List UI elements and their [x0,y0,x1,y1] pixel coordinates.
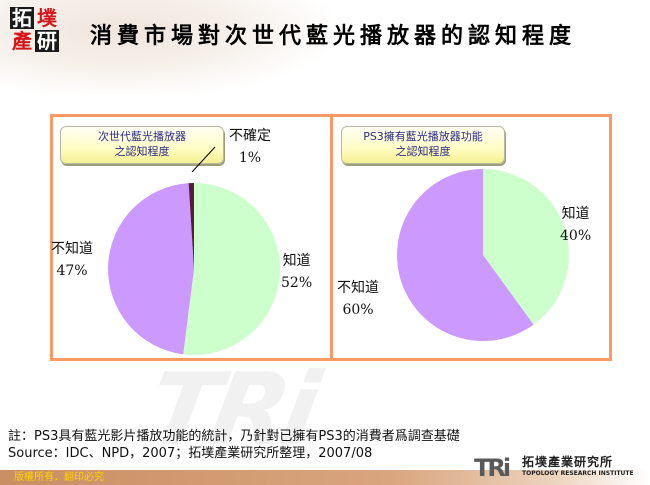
source-notes: 註：PS3具有藍光影片播放功能的統計，乃針對已擁有PS3的消費者爲調查基礎 So… [8,428,460,462]
slice-label-know: 知道 52% [281,250,312,294]
slice-label-dont-know: 不知道 47% [51,238,93,282]
note-line: 註：PS3具有藍光影片播放功能的統計，乃針對已擁有PS3的消費者爲調查基礎 [8,429,460,444]
slice-label-name: 知道 [561,206,590,222]
chart-title-line-1: 次世代藍光播放器 [98,130,186,143]
pie-chart-ps3-awareness [397,169,570,341]
logo-char-4: 研 [35,29,59,53]
slice-label-pct: 1% [238,150,262,166]
source-line: Source：IDC、NPD，2007；拓墣產業研究所整理，2007/08 [8,446,373,461]
slice-label-name: 不知道 [337,280,379,296]
slice-label-pct: 47% [56,263,88,279]
slice-label-pct: 40% [560,228,592,244]
tri-logo-block: 拓 墣 產 研 [10,7,60,53]
footer-bar: 版權所有．翻印必究 [0,470,650,485]
leader-line-unsure [191,146,216,173]
chart-title-label: 次世代藍光播放器 之認知程度 [60,126,224,164]
pie-chart-bluray-awareness [108,146,281,355]
slice-label-name: 知道 [282,253,311,269]
slice-label-pct: 52% [281,275,313,291]
pie-slice-unsure [188,183,194,269]
page-title: 消費市場對次世代藍光播放器的認知程度 [90,23,577,49]
pie-slice-know [183,183,281,355]
slice-label-unsure: 不確定 1% [229,125,271,169]
copyright-text: 版權所有．翻印必究 [14,472,104,483]
logo-char-3: 產 [12,29,32,53]
chart-panel-bluray-awareness: 次世代藍光播放器 之認知程度 不確定 1% 知道 52% 不知道 47% [51,117,330,358]
chart-title-line-2: 之認知程度 [114,145,170,158]
brand-name-en: TOPOLOGY RESEARCH INSTITUTE [522,470,634,477]
brand-name-cn: 拓墣產業研究所 [522,455,614,469]
chart-title-line-2: 之認知程度 [395,145,451,158]
chart-title-label: PS3擁有藍光播放器功能 之認知程度 [341,126,505,164]
tri-brand-logo: TRi 拓墣產業研究所 TOPOLOGY RESEARCH INSTITUTE [474,454,650,484]
chart-panel-ps3-awareness: PS3擁有藍光播放器功能 之認知程度 知道 40% 不知道 60% [333,117,609,358]
pie-slice-dont-know [397,169,534,341]
tri-mark: TRi [474,454,511,482]
charts-frame: 次世代藍光播放器 之認知程度 不確定 1% 知道 52% 不知道 47% PS3… [50,114,612,361]
pie-slice-dont-know [108,183,194,355]
slice-label-know: 知道 40% [560,203,591,247]
tri-mark-text: TRi [474,454,511,482]
slice-label-dont-know: 不知道 60% [337,277,379,321]
logo-char-1: 拓 [10,6,34,30]
frame-divider [330,117,333,358]
slice-label-name: 不知道 [51,241,93,257]
logo-char-2: 墣 [37,6,57,30]
chart-title-line-1: PS3擁有藍光播放器功能 [363,130,483,143]
slice-label-pct: 60% [342,302,374,318]
slice-label-name: 不確定 [229,128,271,144]
pie-slice-know [483,169,570,325]
